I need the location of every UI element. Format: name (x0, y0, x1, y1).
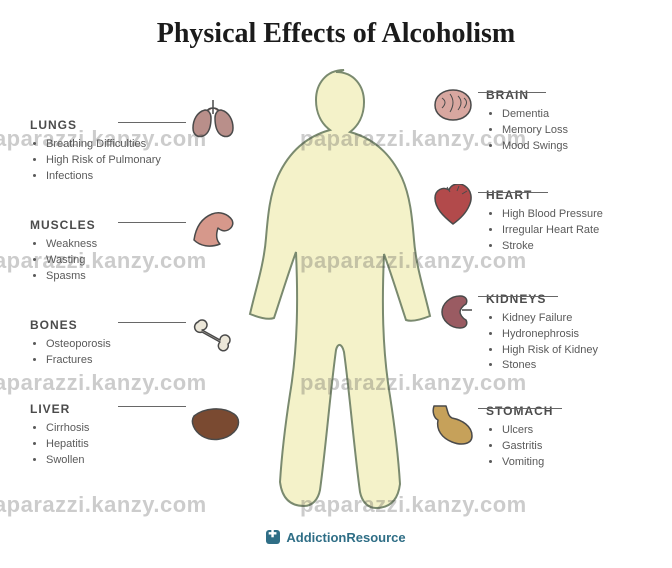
lungs-icon (188, 96, 238, 140)
brain-icon (428, 84, 478, 126)
section-heading-heart: HEART (486, 188, 603, 202)
page-title: Physical Effects of Alcoholism (0, 18, 672, 50)
section-bullet: Kidney Failure (502, 312, 598, 326)
section-kidneys: KIDNEYS Kidney Failure Hydronephrosis High … (486, 292, 598, 375)
leader-line (478, 192, 548, 193)
footer-text: AddictionResource (286, 530, 405, 545)
section-heading-lungs: LUNGS (30, 118, 161, 132)
section-heading-brain: BRAIN (486, 88, 568, 102)
section-bullet: Dementia (502, 108, 568, 122)
section-bullet: Hepatitis (46, 438, 89, 452)
footer-attribution: AddictionResource (0, 530, 672, 545)
section-heading-muscles: MUSCLES (30, 218, 97, 232)
section-bones: BONES Osteoporosis Fractures (30, 318, 111, 370)
watermark-text: paparazzi.kanzy.com (0, 370, 207, 396)
section-list-lungs: Breathing Difficulties High Risk of Pulmo… (30, 138, 161, 183)
section-list-brain: Dementia Memory Loss Mood Swings (486, 108, 568, 153)
section-bullet: Breathing Difficulties (46, 138, 161, 152)
arm-icon (188, 206, 238, 250)
leader-line (118, 122, 186, 123)
section-list-liver: Cirrhosis Hepatitis Swollen (30, 422, 89, 467)
watermark-text: paparazzi.kanzy.com (0, 492, 207, 518)
section-bullet: Wasting (46, 254, 97, 268)
section-bullet: Cirrhosis (46, 422, 89, 436)
section-bullet: Spasms (46, 270, 97, 284)
kidney-icon (432, 290, 476, 332)
section-heading-liver: LIVER (30, 402, 89, 416)
body-silhouette (229, 66, 443, 518)
section-bullet: Vomiting (502, 456, 553, 470)
section-bullet: Mood Swings (502, 140, 568, 154)
section-bullet: Memory Loss (502, 124, 568, 138)
section-bullet: Weakness (46, 238, 97, 252)
section-bullet: Osteoporosis (46, 338, 111, 352)
stomach-icon (430, 402, 478, 446)
section-heading-bones: BONES (30, 318, 111, 332)
section-list-stomach: Ulcers Gastritis Vomiting (486, 424, 553, 469)
leader-line (118, 222, 186, 223)
section-liver: LIVER Cirrhosis Hepatitis Swollen (30, 402, 89, 469)
section-bullet: Hydronephrosis (502, 328, 598, 342)
section-bullet: Gastritis (502, 440, 553, 454)
heart-icon (430, 184, 476, 228)
section-bullet: Stroke (502, 240, 603, 254)
section-bullet: High Risk of Kidney (502, 344, 598, 358)
section-heart: HEART High Blood Pressure Irregular Heart … (486, 188, 603, 255)
section-heading-stomach: STOMACH (486, 404, 553, 418)
section-list-heart: High Blood Pressure Irregular Heart Rate S… (486, 208, 603, 253)
section-bullet: Stones (502, 359, 598, 373)
infographic-canvas: Physical Effects of Alcoholism Addiction… (0, 0, 672, 568)
section-list-bones: Osteoporosis Fractures (30, 338, 111, 368)
section-list-kidneys: Kidney Failure Hydronephrosis High Risk of… (486, 312, 598, 373)
section-lungs: LUNGS Breathing Difficulties High Risk of … (30, 118, 161, 185)
leader-line (478, 408, 562, 409)
section-brain: BRAIN Dementia Memory Loss Mood Swings (486, 88, 568, 155)
section-stomach: STOMACH Ulcers Gastritis Vomiting (486, 404, 553, 471)
section-bullet: Infections (46, 170, 161, 184)
section-bullet: High Risk of Pulmonary (46, 154, 161, 168)
leader-line (118, 406, 186, 407)
section-list-muscles: Weakness Wasting Spasms (30, 238, 97, 283)
liver-icon (188, 404, 242, 444)
section-bullet: Irregular Heart Rate (502, 224, 603, 238)
leader-line (478, 296, 558, 297)
section-bullet: Ulcers (502, 424, 553, 438)
leader-line (478, 92, 546, 93)
section-muscles: MUSCLES Weakness Wasting Spasms (30, 218, 97, 285)
section-heading-kidneys: KIDNEYS (486, 292, 598, 306)
section-bullet: High Blood Pressure (502, 208, 603, 222)
section-bullet: Fractures (46, 354, 111, 368)
section-bullet: Swollen (46, 454, 89, 468)
bone-icon (188, 312, 238, 352)
footer-badge-icon (266, 530, 280, 544)
leader-line (118, 322, 186, 323)
